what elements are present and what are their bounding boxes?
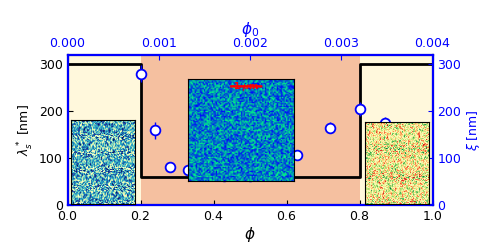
Bar (140, 55, 360, 205)
Y-axis label: $\xi$ [nm]: $\xi$ [nm] (466, 109, 482, 151)
Y-axis label: $\lambda^*_s$ [nm]: $\lambda^*_s$ [nm] (16, 104, 36, 156)
Bar (360, 55, 432, 205)
X-axis label: $\phi$: $\phi$ (244, 225, 256, 244)
Bar (68, 55, 140, 205)
X-axis label: $\phi_0$: $\phi_0$ (241, 20, 259, 39)
Text: 1 $\mu$m: 1 $\mu$m (234, 80, 259, 93)
